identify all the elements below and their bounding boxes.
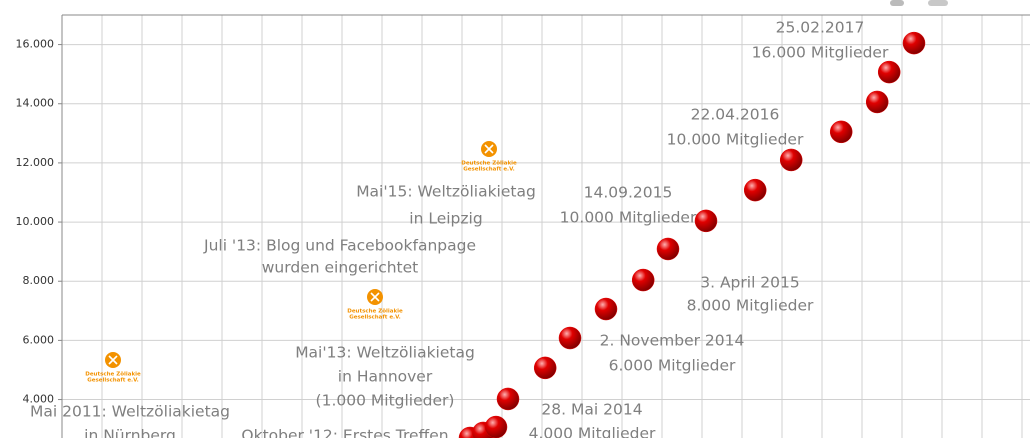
logo-text: Deutsche Zöliakie: [347, 309, 403, 315]
annotation: (1.000 Mitglieder): [316, 392, 455, 410]
data-point: [558, 326, 582, 350]
logo-text: Deutsche Zöliakie: [461, 161, 517, 167]
annotation: 14.09.2015: [584, 184, 673, 202]
y-tick-label: 12.000: [16, 156, 55, 169]
annotation: 8.000 Mitglieder: [687, 297, 814, 315]
annotation: in Nürnberg: [84, 427, 176, 438]
y-tick-label: 10.000: [16, 215, 55, 228]
logo-cutlery: [484, 144, 494, 154]
logo-text: Gesellschaft e.V.: [349, 315, 401, 321]
y-tick-label: 6.000: [23, 333, 55, 346]
logo-text: Gesellschaft e.V.: [463, 167, 515, 173]
annotation: in Hannover: [338, 368, 433, 386]
y-tick-label: 8.000: [23, 274, 55, 287]
annotation: 10.000 Mitglieder: [667, 131, 804, 149]
data-point: [694, 209, 718, 233]
data-point: [533, 356, 557, 380]
logo-text: Deutsche Zöliakie: [85, 372, 141, 378]
annotation: 2. November 2014: [600, 332, 745, 350]
data-point: [594, 297, 618, 321]
annotation: Juli '13: Blog und Facebookfanpage: [203, 237, 476, 255]
annotation: 25.02.2017: [776, 19, 865, 37]
logo-text: Gesellschaft e.V.: [87, 378, 139, 384]
data-point: [496, 387, 520, 411]
data-point: [865, 90, 889, 114]
y-tick-label: 4.000: [23, 393, 55, 406]
annotation: Mai'13: Weltzöliakietag: [295, 344, 475, 362]
annotation: 4.000 Mitglieder: [529, 425, 656, 438]
logo-cutlery: [370, 292, 380, 302]
data-point: [656, 237, 680, 261]
data-point: [877, 60, 901, 84]
annotation: in Leipzig: [409, 210, 482, 228]
annotation: 6.000 Mitglieder: [609, 357, 736, 375]
annotation: 10.000 Mitglieder: [560, 209, 697, 227]
annotation: Mai'15: Weltzöliakietag: [356, 183, 536, 201]
corner-figures: [890, 0, 948, 6]
data-point: [484, 415, 508, 438]
annotation: Mai 2011: Weltzöliakietag: [30, 403, 230, 421]
y-tick-label: 16.000: [16, 38, 55, 51]
data-point: [829, 120, 853, 144]
data-point: [779, 148, 803, 172]
annotation: 22.04.2016: [691, 106, 780, 124]
logo-cutlery: [108, 355, 118, 365]
annotation: 16.000 Mitglieder: [752, 44, 889, 62]
annotation: Oktober '12: Erstes Treffen: [241, 427, 448, 438]
annotation: 3. April 2015: [700, 274, 800, 292]
data-point: [902, 31, 926, 55]
annotation: 28. Mai 2014: [541, 401, 642, 419]
annotation: wurden eingerichtet: [262, 259, 418, 277]
data-point: [631, 268, 655, 292]
data-point: [743, 178, 767, 202]
y-tick-label: 14.000: [16, 97, 55, 110]
